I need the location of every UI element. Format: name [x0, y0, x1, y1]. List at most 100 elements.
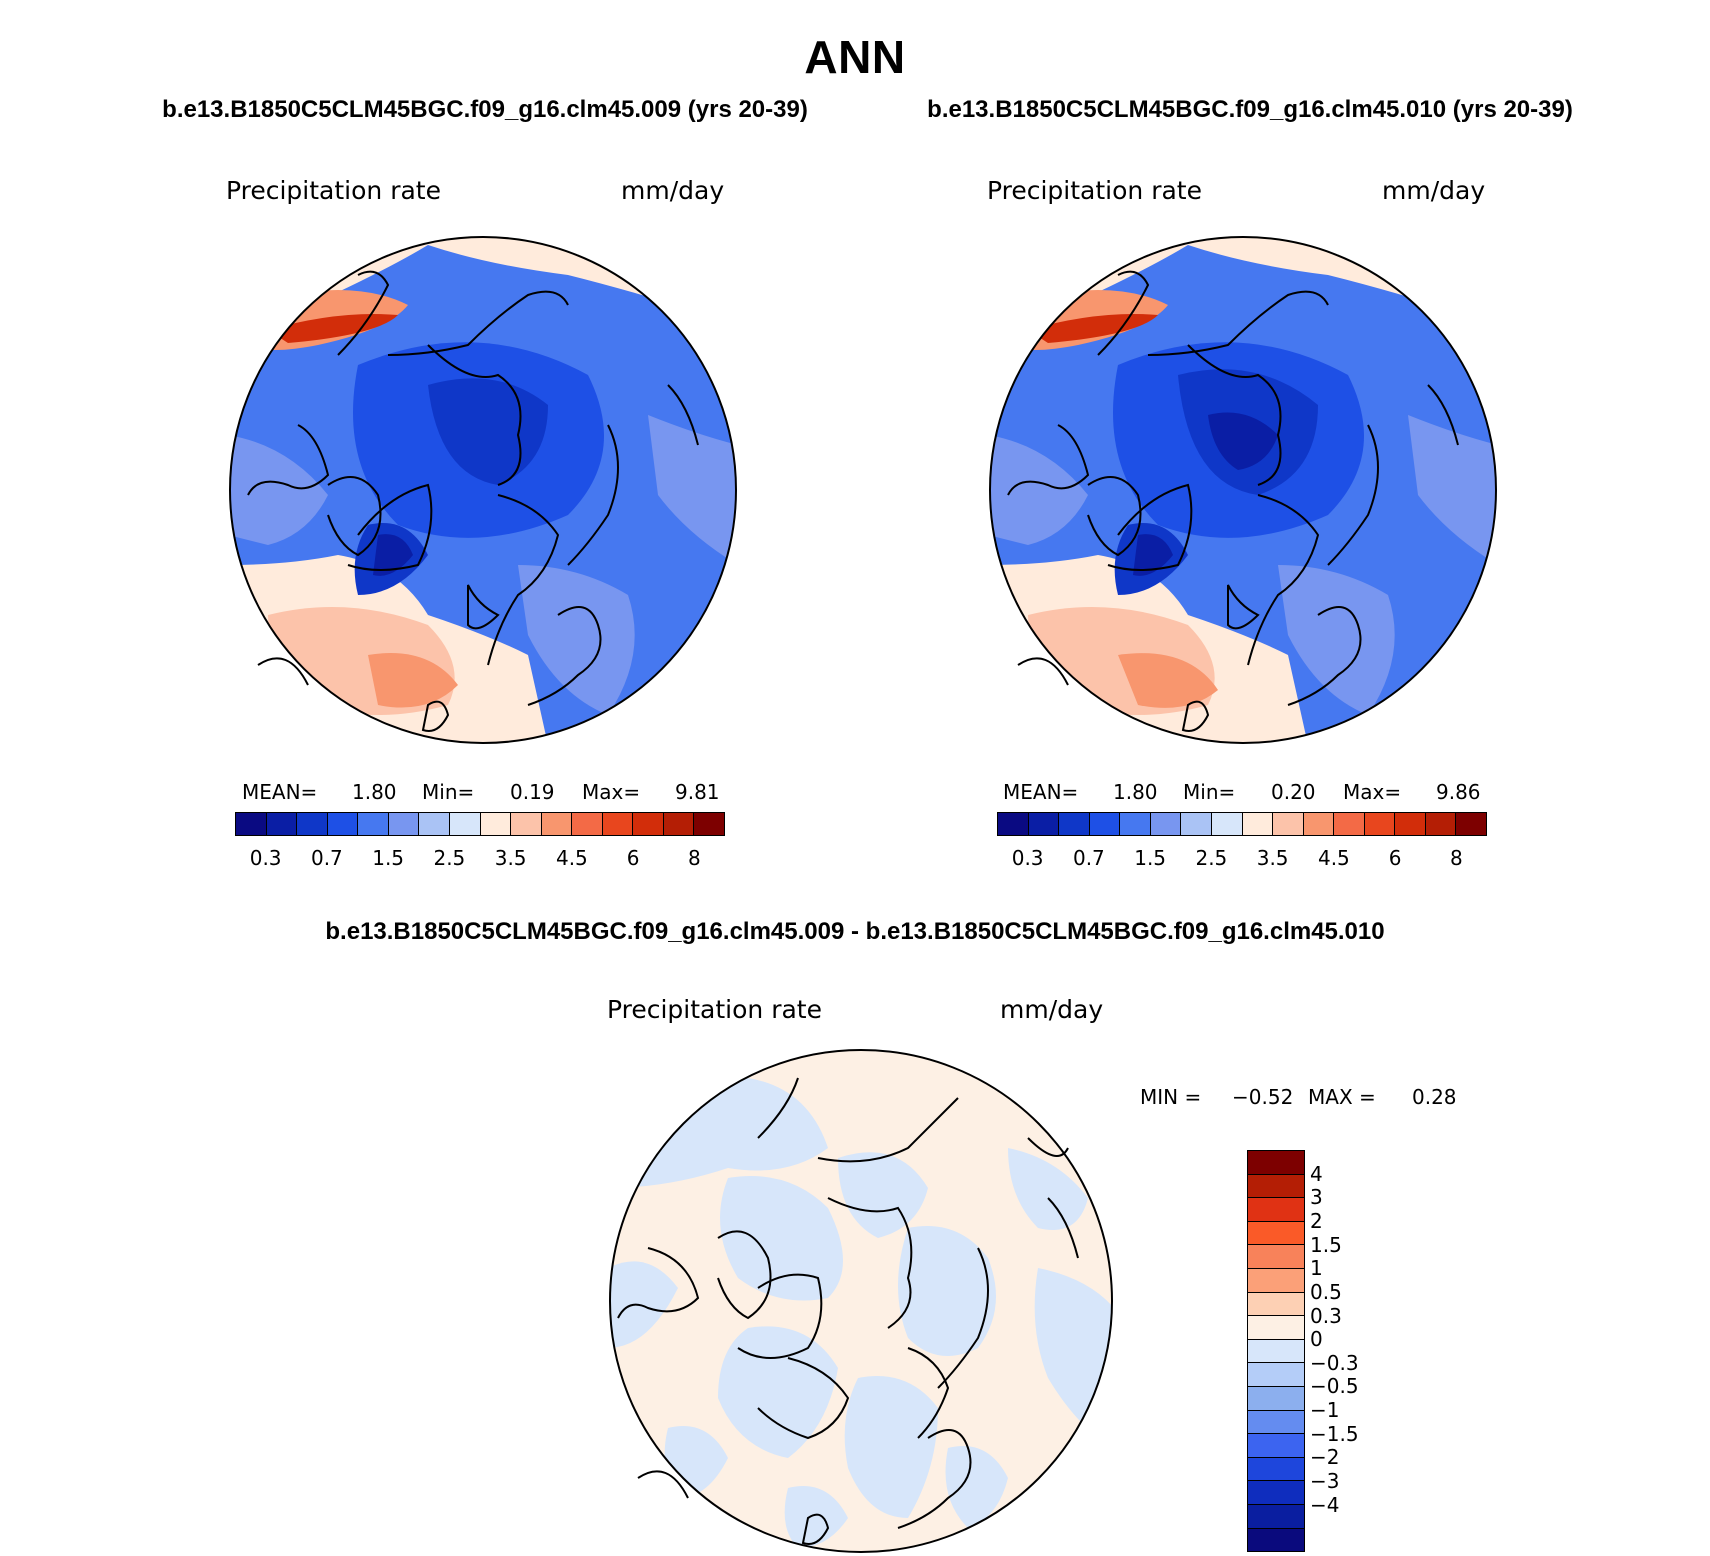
panel1-max-value: 9.81	[675, 780, 720, 804]
diff-colorbar	[1247, 1150, 1305, 1552]
colorbar-swatch	[1089, 813, 1121, 835]
colorbar-swatch	[480, 813, 512, 835]
panel1-min-value: 0.19	[510, 780, 555, 804]
colorbar-tick-label: 6	[1388, 846, 1402, 870]
colorbar-swatch	[1273, 813, 1304, 835]
panel2-colorbar-ticks: 0.3 0.7 1.5 2.5 3.5 4.5 6 8	[997, 846, 1487, 872]
colorbar-swatch	[694, 813, 724, 835]
colorbar-tick-label: −1.5	[1310, 1421, 1359, 1446]
colorbar-tick-label: 1.5	[1134, 846, 1167, 870]
panel1-mean-value: 1.80	[352, 780, 397, 804]
case2-title: b.e13.B1850C5CLM45BGC.f09_g16.clm45.010 …	[927, 96, 1573, 123]
colorbar-tick-label: 6	[626, 846, 640, 870]
colorbar-tick-label: 2.5	[433, 846, 466, 870]
panel2-mean-label: MEAN=	[1003, 780, 1079, 804]
colorbar-swatch	[297, 813, 328, 835]
panel1-map	[229, 236, 737, 744]
colorbar-swatch	[1248, 1268, 1304, 1293]
panel2-variable-label: Precipitation rate	[987, 176, 1202, 205]
colorbar-swatch	[1364, 813, 1396, 835]
panel1-units-label: mm/day	[621, 176, 725, 205]
colorbar-tick-label: 1.5	[1310, 1232, 1342, 1257]
diff-max-label: MAX =	[1308, 1085, 1376, 1109]
colorbar-tick-label: 8	[1450, 846, 1463, 870]
colorbar-tick-label: −4	[1310, 1492, 1340, 1517]
panel2-mean-value: 1.80	[1113, 780, 1158, 804]
diff-title: b.e13.B1850C5CLM45BGC.f09_g16.clm45.009 …	[325, 918, 1385, 945]
diff-max-value: 0.28	[1412, 1085, 1457, 1109]
panel1-max-label: Max=	[582, 780, 641, 804]
panel1-colorbar-ticks: 0.3 0.7 1.5 2.5 3.5 4.5 6 8	[235, 846, 725, 872]
colorbar-swatch	[1248, 1316, 1304, 1340]
panel2-max-value: 9.86	[1436, 780, 1481, 804]
colorbar-swatch	[1211, 813, 1243, 835]
colorbar-tick-label: 0.7	[310, 846, 343, 870]
colorbar-swatch	[1248, 1151, 1304, 1175]
colorbar-swatch	[1425, 813, 1457, 835]
panel2-min-value: 0.20	[1271, 780, 1316, 804]
colorbar-tick-label: 3.5	[494, 846, 527, 870]
colorbar-swatch	[1248, 1386, 1304, 1411]
colorbar-swatch	[1248, 1434, 1304, 1458]
colorbar-tick-label: 8	[688, 846, 701, 870]
colorbar-swatch	[1303, 813, 1335, 835]
colorbar-swatch	[266, 813, 298, 835]
panel2-max-label: Max=	[1343, 780, 1402, 804]
colorbar-swatch	[1248, 1410, 1304, 1435]
colorbar-tick-label: 2	[1310, 1208, 1323, 1233]
colorbar-swatch	[358, 813, 389, 835]
colorbar-tick-label: 0.3	[1011, 846, 1044, 870]
colorbar-swatch	[572, 813, 603, 835]
colorbar-tick-label: −1	[1310, 1398, 1340, 1423]
panel1-min-label: Min=	[422, 780, 475, 804]
colorbar-swatch	[388, 813, 420, 835]
colorbar-tick-label: 3	[1310, 1185, 1323, 1210]
panel1-variable-label: Precipitation rate	[226, 176, 441, 205]
colorbar-tick-label: −2	[1310, 1445, 1340, 1470]
colorbar-swatch	[1248, 1292, 1304, 1317]
colorbar-swatch	[1248, 1221, 1304, 1246]
colorbar-swatch	[1248, 1363, 1304, 1387]
colorbar-tick-label: 0	[1310, 1327, 1323, 1352]
colorbar-swatch	[1248, 1528, 1304, 1552]
panel2-units-label: mm/day	[1382, 176, 1486, 205]
colorbar-tick-label: 4.5	[555, 846, 588, 870]
colorbar-swatch	[1028, 813, 1060, 835]
colorbar-swatch	[1248, 1339, 1304, 1364]
colorbar-swatch	[1181, 813, 1212, 835]
colorbar-tick-label: 0.5	[1310, 1279, 1342, 1304]
colorbar-swatch	[1248, 1198, 1304, 1222]
colorbar-swatch	[327, 813, 359, 835]
diff-min-value: −0.52	[1232, 1085, 1294, 1109]
colorbar-swatch	[449, 813, 481, 835]
colorbar-swatch	[1395, 813, 1426, 835]
colorbar-tick-label: −0.5	[1310, 1374, 1359, 1399]
panel2-colorbar	[997, 812, 1487, 836]
season-title: ANN	[804, 31, 906, 83]
diff-map	[609, 1049, 1113, 1553]
colorbar-swatch	[663, 813, 695, 835]
colorbar-swatch	[633, 813, 664, 835]
colorbar-swatch	[1248, 1457, 1304, 1482]
colorbar-tick-label: −0.3	[1310, 1350, 1359, 1375]
colorbar-tick-label: −3	[1310, 1469, 1340, 1494]
panel1-colorbar	[235, 812, 725, 836]
colorbar-swatch	[541, 813, 573, 835]
colorbar-swatch	[1456, 813, 1486, 835]
colorbar-swatch	[998, 813, 1029, 835]
colorbar-swatch	[1334, 813, 1365, 835]
colorbar-swatch	[419, 813, 450, 835]
colorbar-swatch	[236, 813, 267, 835]
colorbar-tick-label: 0.3	[249, 846, 282, 870]
colorbar-tick-label: 4.5	[1317, 846, 1350, 870]
colorbar-swatch	[511, 813, 542, 835]
diff-variable-label: Precipitation rate	[607, 995, 822, 1024]
colorbar-tick-label: 4	[1310, 1161, 1323, 1186]
diff-units-label: mm/day	[1000, 995, 1104, 1024]
panel1-mean-label: MEAN=	[242, 780, 318, 804]
colorbar-swatch	[1120, 813, 1151, 835]
colorbar-swatch	[1242, 813, 1274, 835]
diff-min-label: MIN =	[1140, 1085, 1202, 1109]
colorbar-tick-label: 1.5	[372, 846, 405, 870]
colorbar-swatch	[1248, 1504, 1304, 1529]
